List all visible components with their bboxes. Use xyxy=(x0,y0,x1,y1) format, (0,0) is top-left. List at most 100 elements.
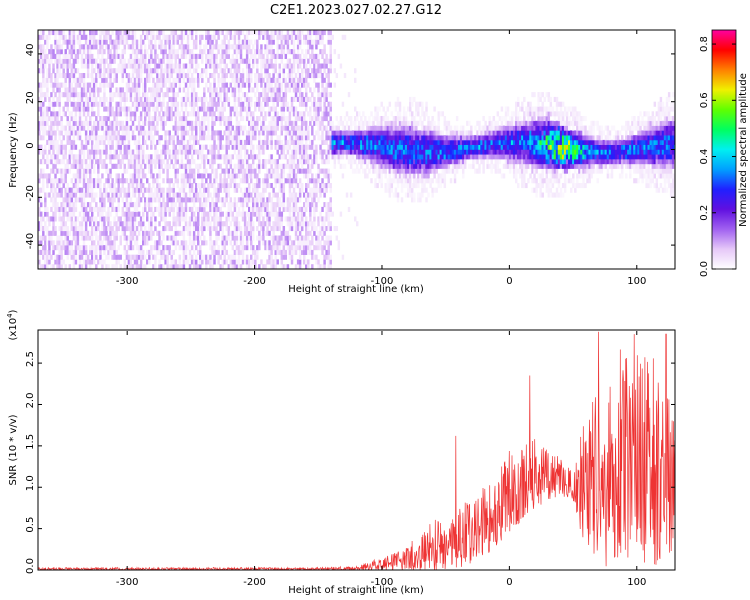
heatmap-cell xyxy=(217,249,220,255)
heatmap-cell xyxy=(292,139,296,145)
heatmap-cell xyxy=(44,53,47,59)
heatmap-cell xyxy=(307,82,310,88)
heatmap-cell xyxy=(311,192,314,198)
heatmap-cell xyxy=(270,245,273,251)
heatmap-cell xyxy=(284,77,288,83)
heatmap-cell xyxy=(264,82,267,88)
heatmap-cell xyxy=(168,178,171,184)
heatmap-cell xyxy=(294,144,298,150)
heatmap-cell xyxy=(97,183,100,189)
heatmap-cell xyxy=(84,106,88,112)
heatmap-cell xyxy=(125,235,129,241)
heatmap-cell xyxy=(272,92,275,98)
heatmap-cell xyxy=(286,163,290,169)
heatmap-cell xyxy=(44,49,47,55)
heatmap-cell xyxy=(89,163,92,169)
heatmap-cell xyxy=(68,44,72,50)
heatmap-cell xyxy=(201,53,204,59)
heatmap-cell xyxy=(323,101,326,107)
heatmap-cell xyxy=(284,139,288,145)
heatmap-cell xyxy=(272,192,275,198)
heatmap-cell xyxy=(237,82,241,88)
heatmap-cell xyxy=(72,144,76,150)
heatmap-cell xyxy=(313,106,316,112)
heatmap-cell xyxy=(331,154,334,160)
heatmap-cell xyxy=(276,96,279,102)
heatmap-cell xyxy=(284,34,288,40)
heatmap-cell xyxy=(325,96,328,102)
heatmap-cell xyxy=(46,58,49,64)
heatmap-cell xyxy=(152,30,155,36)
heatmap-cell xyxy=(166,163,169,169)
heatmap-cell xyxy=(282,111,286,117)
heatmap-cell xyxy=(227,235,231,241)
heatmap-cell xyxy=(192,264,196,269)
heatmap-cell xyxy=(301,240,304,246)
heatmap-cell xyxy=(190,211,194,217)
heatmap-cell xyxy=(111,44,114,50)
heatmap-cell xyxy=(46,183,49,189)
heatmap-cell xyxy=(288,192,292,198)
heatmap-cell xyxy=(62,30,65,36)
heatmap-cell xyxy=(305,68,308,74)
heatmap-cell xyxy=(296,163,300,169)
heatmap-cell xyxy=(111,135,114,141)
heatmap-cell xyxy=(319,183,322,189)
heatmap-cell xyxy=(248,39,251,45)
heatmap-cell xyxy=(272,230,275,236)
heatmap-cell xyxy=(317,130,320,136)
heatmap-cell xyxy=(213,92,216,98)
heatmap-cell xyxy=(309,111,312,117)
heatmap-cell xyxy=(266,49,269,55)
heatmap-cell xyxy=(60,34,63,40)
heatmap-cell xyxy=(56,240,59,246)
heatmap-cell xyxy=(264,264,267,269)
heatmap-cell xyxy=(192,230,196,236)
heatmap-cell xyxy=(139,187,143,193)
heatmap-cell xyxy=(103,120,106,126)
heatmap-cell xyxy=(150,211,153,217)
heatmap-cell xyxy=(164,254,167,260)
heatmap-cell xyxy=(225,73,228,79)
heatmap-cell xyxy=(252,63,255,69)
heatmap-cell xyxy=(176,178,180,184)
heatmap-cell xyxy=(184,216,188,222)
heatmap-cell xyxy=(78,34,82,40)
heatmap-cell xyxy=(207,149,210,155)
heatmap-cell xyxy=(201,183,204,189)
heatmap-cell xyxy=(113,264,116,269)
heatmap-cell xyxy=(219,53,222,59)
heatmap-cell xyxy=(229,73,233,79)
heatmap-cell xyxy=(70,92,74,98)
heatmap-cell xyxy=(262,58,265,64)
heatmap-cell xyxy=(319,168,322,174)
heatmap-cell xyxy=(95,254,98,260)
heatmap-cell xyxy=(201,116,204,122)
heatmap-cell xyxy=(38,68,41,74)
heatmap-cell xyxy=(131,82,135,88)
heatmap-cell xyxy=(298,39,302,45)
heatmap-cell xyxy=(178,77,182,83)
heatmap-cell xyxy=(115,187,118,193)
heatmap-cell xyxy=(146,130,149,136)
heatmap-cell xyxy=(272,96,275,102)
heatmap-cell xyxy=(258,92,261,98)
heatmap-cell xyxy=(219,106,222,112)
heatmap-cell xyxy=(58,192,61,198)
heatmap-cell xyxy=(201,120,204,126)
heatmap-cell xyxy=(190,254,194,260)
heatmap-cell xyxy=(56,73,59,79)
heatmap-cell xyxy=(305,49,308,55)
heatmap-cell xyxy=(56,202,59,208)
heatmap-cell xyxy=(305,216,308,222)
heatmap-cell xyxy=(95,230,98,236)
heatmap-cell xyxy=(133,216,137,222)
heatmap-cell xyxy=(109,58,112,64)
heatmap-cell xyxy=(209,58,212,64)
heatmap-cell xyxy=(286,87,290,93)
heatmap-cell xyxy=(313,87,316,93)
heatmap-cell xyxy=(317,106,320,112)
heatmap-cell xyxy=(250,259,253,265)
heatmap-cell xyxy=(66,53,69,59)
heatmap-cell xyxy=(245,230,249,236)
